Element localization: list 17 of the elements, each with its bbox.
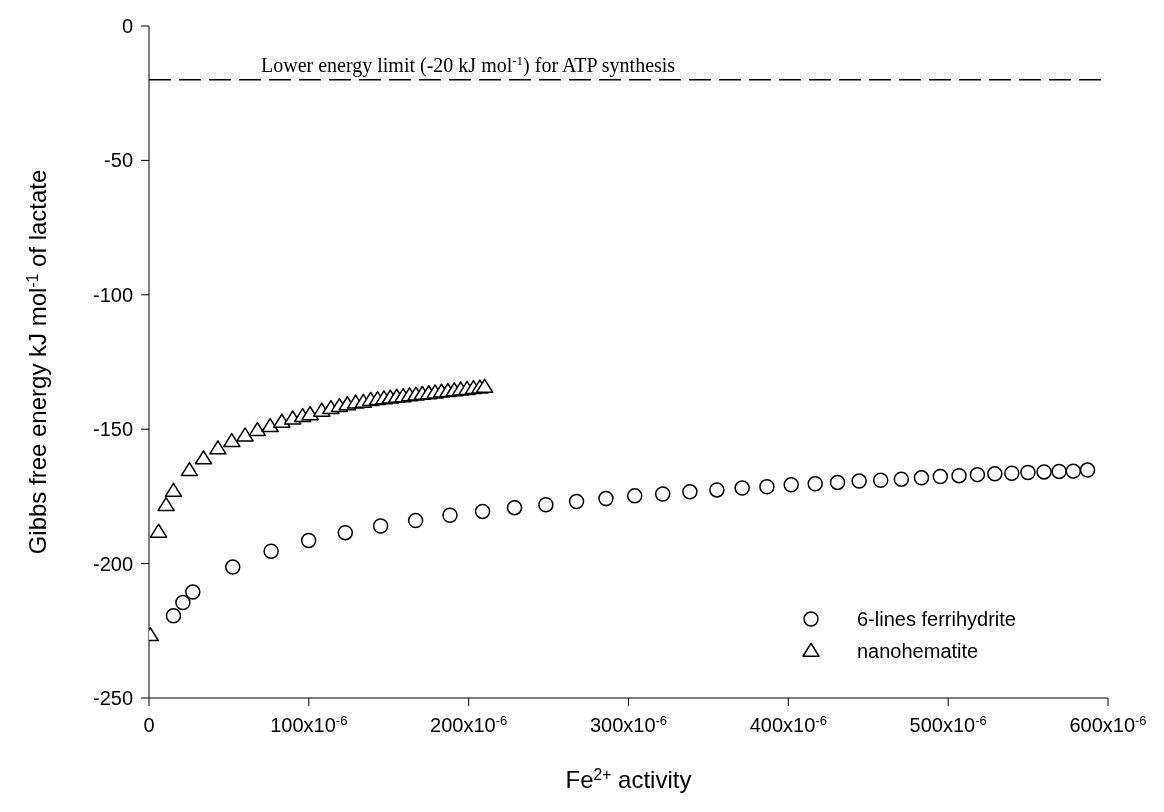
y-tick-label: -250 [92, 687, 133, 709]
ref-line-label: Lower energy limit (-20 kJ mol$^{-1}$) for ATP synthesis [261, 52, 676, 77]
legend-label: 6-lines ferrihydrite [857, 608, 1016, 630]
x-tick-label: 0 [143, 714, 155, 736]
x-tick-label: 400x10$^{-6}$ [749, 712, 827, 736]
x-axis-title: Fe$^{2+}$ activity [565, 765, 692, 793]
x-tick-label: 600x10$^{-6}$ [1069, 712, 1147, 736]
y-tick-label: -50 [104, 149, 133, 172]
x-tick-label: 200x10$^{-6}$ [430, 712, 508, 736]
x-tick-label: 500x10$^{-6}$ [909, 712, 987, 736]
y-tick-label: 0 [121, 15, 133, 37]
y-tick-label: -150 [92, 418, 133, 441]
x-tick-label: 300x10$^{-6}$ [589, 712, 668, 736]
legend-label: nanohematite [857, 640, 979, 662]
y-tick-label: -100 [92, 283, 133, 306]
x-tick-label: 100x10$^{-6}$ [270, 712, 348, 736]
y-tick-label: -200 [92, 552, 133, 575]
